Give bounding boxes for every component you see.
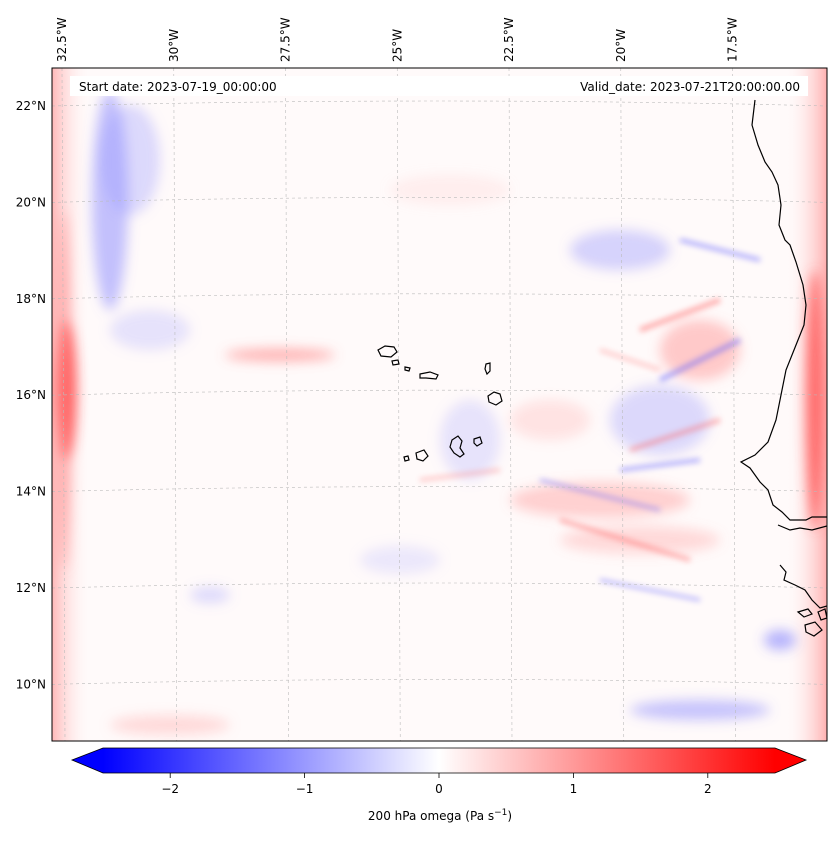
meridian-line [732,68,736,741]
gambia-coastline [777,524,827,531]
longitude-labels: 32.5°W 30°W 27.5°W 25°W 22.5°W 20°W 17.5°W [55,17,740,62]
valid-date-label: Valid_date: 2023-07-21T20:00:00.00 [580,80,800,94]
map-frame [51,67,828,742]
meridian-line [285,68,289,741]
start-date-label: Start date: 2023-07-19_00:00:00 [79,80,277,94]
map-plot-area [52,68,827,741]
latitude-label: 12°N [16,581,46,595]
meridian-line [173,68,178,741]
sao-vicente-island [391,359,400,366]
colorbar-tick-label: 1 [570,782,578,796]
parallel-line [52,486,827,492]
parallel-line [52,582,827,589]
parallel-line [52,389,827,396]
latitude-label: 22°N [16,99,46,113]
sao-nicolau-island [419,371,439,380]
fine-streaks [419,238,761,602]
parallel-line [52,679,827,685]
longitude-label: 30°W [167,29,181,62]
latitude-label: 16°N [16,388,46,402]
guinea-bissau-coastline [779,564,827,609]
santo-antao-island [377,345,398,358]
date-info-box [70,76,808,96]
parallel-line [52,293,827,300]
latitude-label: 18°N [16,292,46,306]
longitude-label: 27.5°W [279,17,293,62]
colorbar-ticks: −2 −1 0 1 2 [161,773,712,796]
maio-island [473,436,483,447]
bijagos-island [796,608,813,618]
colorbar-max-arrow [775,748,806,773]
longitude-label: 20°W [614,29,628,62]
coastal-island-a [804,621,823,637]
boa-vista-island [487,391,503,406]
santiago-island [449,435,465,458]
colorbar: −2 −1 0 1 2 200 hPa omega (Pa s−1) [70,747,808,823]
colorbar-tick-label: −2 [161,782,179,796]
colorbar-outline [70,747,808,774]
brava-island [403,455,410,462]
colorbar-tick-label: 0 [435,782,443,796]
fogo-island [415,449,429,462]
meridian-line [396,68,401,741]
meridian-line [508,68,513,741]
west-africa-coastline [739,99,827,521]
colorbar-tick-label: −1 [296,782,314,796]
sal-island [484,362,491,376]
longitude-label: 22.5°W [502,17,516,62]
colorbar-label: 200 hPa omega (Pa s−1) [368,808,512,823]
longitude-label: 25°W [390,29,404,62]
colorbar-tick-label: 2 [704,782,712,796]
longitude-label: 32.5°W [55,17,69,62]
longitude-label: 17.5°W [726,17,740,62]
latitude-label: 20°N [16,195,46,209]
parallel-line [52,197,827,203]
coastal-island-b [817,608,827,621]
santa-luzia-island [404,366,411,372]
latitude-labels: 22°N 20°N 18°N 16°N 14°N 12°N 10°N [16,99,46,691]
coastlines [377,99,827,637]
latitude-label: 14°N [16,485,46,499]
colorbar-min-arrow [72,748,103,773]
graticule-lines [52,68,827,741]
meridian-line [620,68,625,741]
meridian-line [61,68,66,741]
latitude-label: 10°N [16,677,46,691]
parallel-line [52,100,827,107]
colorbar-body [103,748,775,773]
